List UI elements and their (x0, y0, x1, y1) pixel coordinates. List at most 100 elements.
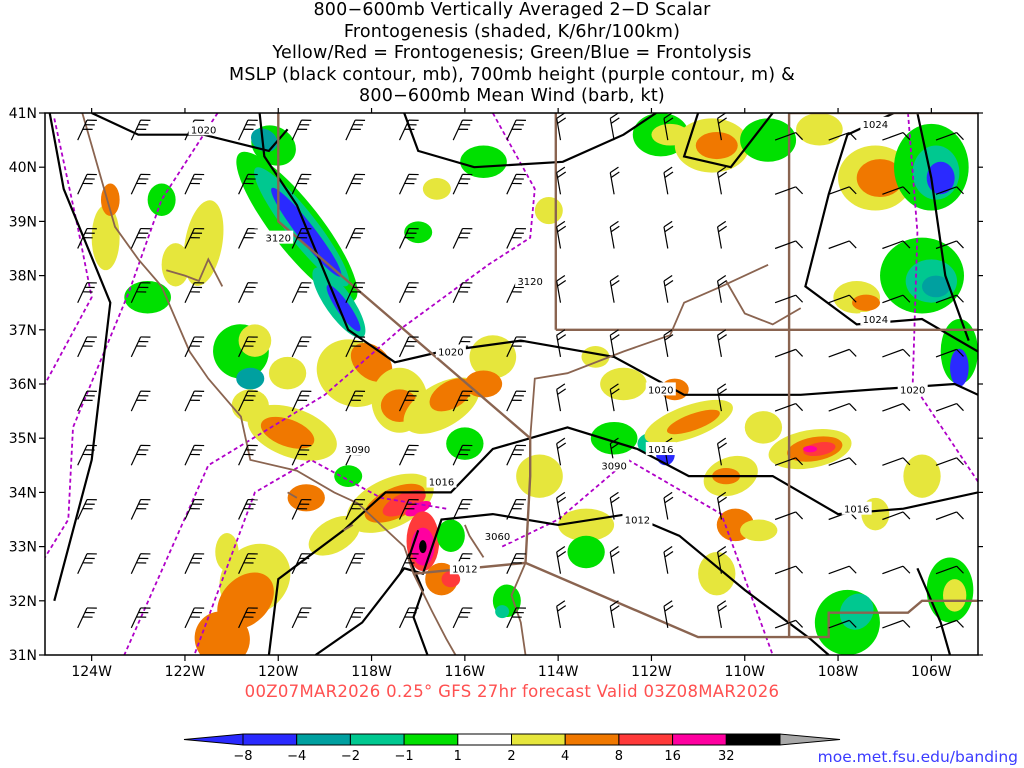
wind-barb (609, 546, 620, 574)
lon-tick-label: 116W (445, 664, 486, 680)
wind-barb (398, 498, 419, 520)
mslp-contour-line (48, 113, 112, 602)
wind-barb (77, 282, 97, 303)
wind-barb (716, 220, 727, 249)
wind-barb (716, 383, 727, 412)
wind-barb (663, 329, 674, 358)
mslp-contour-label: 1024 (863, 120, 888, 131)
wind-barb (882, 403, 911, 412)
height-contour-label: 3120 (517, 277, 542, 288)
wind-barb (882, 348, 911, 358)
mslp-contours (48, 113, 978, 655)
shading-cell (422, 178, 451, 200)
wind-barb (556, 546, 567, 574)
colorbar-swatch (672, 733, 727, 746)
wind-barb (882, 186, 911, 195)
shading-cell (922, 275, 951, 298)
lat-tick-label: 33N (9, 540, 37, 556)
shading-cell (666, 409, 720, 435)
wind-barb (882, 511, 911, 521)
shading-cell (803, 445, 818, 453)
wind-barb (609, 275, 620, 303)
wind-barb (345, 390, 366, 412)
wind-barb (556, 383, 567, 412)
shading-cell (740, 118, 797, 162)
wind-barb (935, 240, 964, 250)
wind-barb (935, 619, 964, 629)
wind-barb (506, 227, 526, 249)
wind-barb (130, 553, 151, 574)
coast-line (725, 280, 802, 326)
wind-barb (716, 275, 727, 303)
mslp-contour-line (403, 113, 657, 169)
colorbar-swatch (618, 733, 674, 746)
wind-barb (663, 166, 674, 195)
colorbar-label: 2 (507, 749, 515, 764)
lon-tick-label: 110W (724, 664, 765, 680)
shading-cell (429, 378, 473, 412)
coastline (81, 113, 802, 655)
wind-barb (345, 119, 366, 141)
shading-cell (446, 427, 484, 460)
wind-barb (882, 565, 911, 575)
wind-barb (935, 457, 964, 466)
shading-cell (495, 605, 510, 619)
shading-cell (231, 389, 269, 422)
wind-barb (291, 336, 312, 358)
shading-cell (441, 570, 461, 588)
shading-cell (558, 508, 615, 542)
colorbar-label: −4 (287, 749, 306, 764)
wind-barb (77, 444, 97, 466)
wind-barb (238, 498, 258, 520)
wind-barb (774, 565, 804, 575)
wind-barb (77, 119, 97, 141)
wind-barb (184, 444, 205, 466)
wind-barb (882, 457, 911, 466)
wind-barb (291, 227, 312, 249)
shading-cell (796, 113, 843, 146)
wind-barb (828, 186, 857, 195)
mslp-contour-label: 1024 (863, 315, 888, 326)
wind-barb (452, 282, 473, 303)
colorbar-label: −2 (341, 749, 360, 764)
wind-barb (77, 498, 97, 520)
wind-barb (77, 607, 97, 629)
wind-barb (609, 383, 620, 412)
title-line: MSLP (black contour, mb), 700mb height (… (229, 64, 795, 85)
mslp-contour-label: 1020 (900, 385, 925, 396)
colorbar-label: 8 (615, 749, 623, 764)
wind-barb (774, 457, 804, 466)
wind-barb (398, 553, 419, 574)
wind-barb (882, 294, 911, 304)
height-contour-line (45, 113, 219, 558)
shading-cell (215, 533, 239, 571)
coast-line (81, 113, 457, 655)
mslp-contour-line (916, 567, 952, 655)
mslp-contour-label: 1012 (452, 564, 477, 575)
wind-barb (556, 220, 567, 249)
wind-barb (609, 220, 620, 249)
mslp-contour-label: 1020 (648, 385, 673, 396)
wind-barb (774, 240, 804, 250)
wind-barb (556, 113, 567, 141)
title-line: 800−600mb Vertically Averaged 2−D Scalar (313, 0, 711, 20)
shading-cell (147, 183, 176, 216)
wind-barb (774, 132, 804, 141)
lat-tick-label: 38N (9, 269, 37, 285)
wind-barb (716, 329, 727, 358)
colorbar-label: −8 (233, 749, 252, 764)
wind-barb (238, 444, 258, 466)
shading-cell (161, 243, 190, 287)
wind-barb (130, 336, 151, 358)
wind-barb (935, 348, 964, 358)
colorbar-swatch (457, 733, 512, 746)
colorbar-arrow-low (183, 733, 244, 746)
lon-tick-label: 106W (911, 664, 952, 680)
plot-area: 1020 1020 1020 1020 1024 1024 1016 1016 1016 1012… (45, 113, 978, 655)
wind-barb (828, 348, 857, 358)
shading-cell (271, 187, 342, 277)
wind-barb (77, 553, 97, 574)
credit-link[interactable]: moe.met.fsu.edu/banding (817, 748, 1018, 766)
colorbar-swatch (564, 733, 620, 746)
lon-tick-label: 108W (818, 664, 859, 680)
